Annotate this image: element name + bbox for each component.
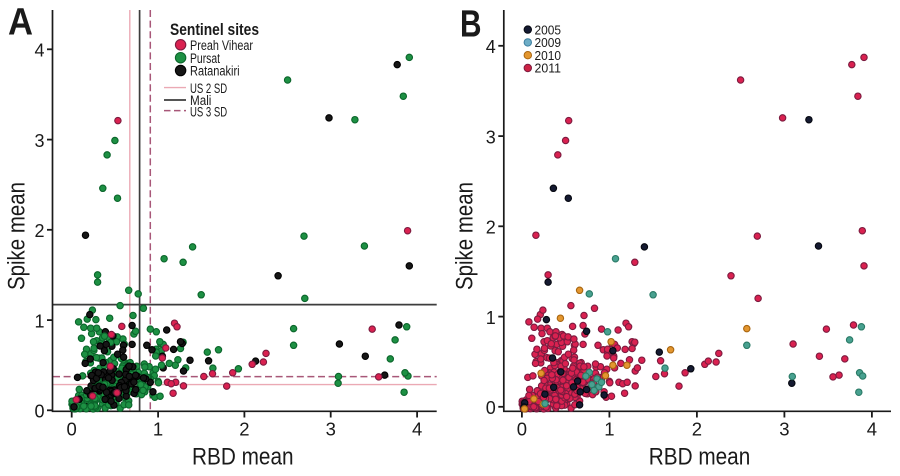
svg-text:1: 1: [486, 308, 496, 328]
svg-text:0: 0: [34, 402, 44, 422]
svg-text:RBD mean: RBD mean: [649, 444, 751, 471]
svg-text:4: 4: [486, 37, 496, 57]
svg-text:Pursat: Pursat: [190, 51, 220, 66]
svg-text:2009: 2009: [535, 35, 562, 50]
svg-text:A: A: [8, 1, 33, 43]
svg-text:0: 0: [517, 419, 527, 440]
svg-text:0: 0: [486, 398, 496, 418]
svg-text:Spike mean: Spike mean: [4, 182, 31, 290]
svg-text:4: 4: [412, 419, 422, 440]
svg-text:2: 2: [486, 218, 496, 238]
svg-text:3: 3: [779, 419, 789, 440]
svg-text:2011: 2011: [535, 61, 562, 76]
svg-text:1: 1: [34, 311, 44, 331]
svg-text:US 2 SD: US 2 SD: [190, 81, 227, 96]
svg-text:Spike mean: Spike mean: [452, 182, 479, 290]
svg-text:2: 2: [692, 419, 702, 440]
svg-text:1: 1: [604, 419, 614, 440]
svg-text:4: 4: [867, 419, 877, 440]
svg-text:3: 3: [326, 419, 336, 440]
svg-text:2010: 2010: [535, 48, 562, 63]
svg-text:2: 2: [34, 221, 44, 241]
svg-text:4: 4: [34, 41, 44, 61]
svg-text:2005: 2005: [535, 22, 562, 37]
svg-text:Mali: Mali: [190, 93, 211, 108]
svg-text:1: 1: [153, 419, 163, 440]
svg-text:3: 3: [486, 127, 496, 147]
svg-text:RBD mean: RBD mean: [192, 444, 294, 471]
svg-text:3: 3: [34, 131, 44, 151]
svg-text:Preah Vihear: Preah Vihear: [190, 38, 253, 53]
svg-text:B: B: [460, 3, 482, 45]
svg-text:0: 0: [67, 419, 77, 440]
svg-text:Sentinel sites: Sentinel sites: [170, 21, 259, 39]
svg-text:2: 2: [239, 419, 249, 440]
svg-text:Ratanakiri: Ratanakiri: [190, 64, 240, 79]
svg-text:US 3 SD: US 3 SD: [190, 105, 227, 120]
